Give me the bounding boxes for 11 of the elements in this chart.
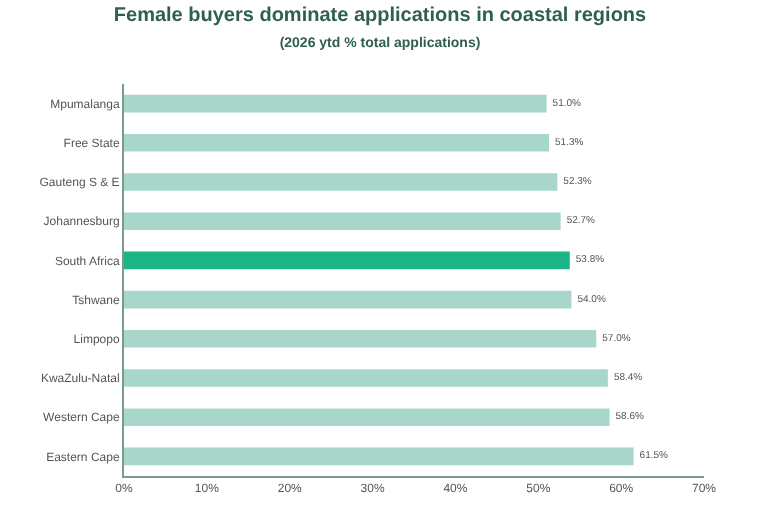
bar (124, 94, 547, 113)
bar (124, 369, 608, 387)
bar (124, 408, 610, 427)
bar (124, 329, 597, 348)
bar (124, 212, 561, 231)
bar (124, 173, 558, 191)
bar (124, 133, 550, 152)
bar (124, 447, 634, 466)
chart-title: Female buyers dominate applications in coastal regions (113, 4, 648, 27)
bar (124, 251, 570, 270)
bar (124, 290, 572, 309)
